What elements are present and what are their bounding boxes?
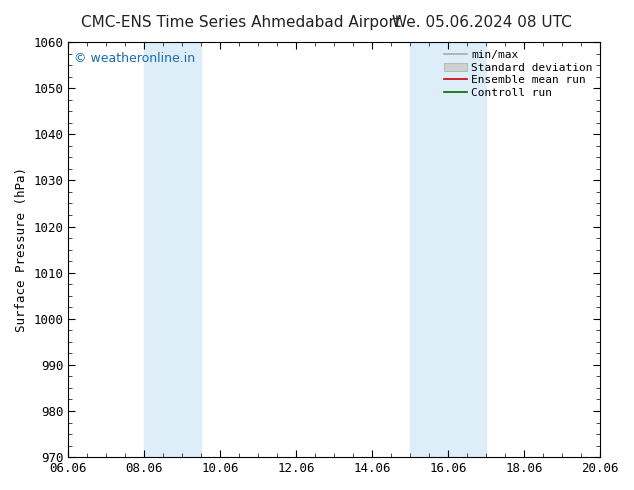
Bar xyxy=(410,42,448,457)
Text: We. 05.06.2024 08 UTC: We. 05.06.2024 08 UTC xyxy=(392,15,572,30)
Bar xyxy=(145,42,202,457)
Text: CMC-ENS Time Series Ahmedabad Airport: CMC-ENS Time Series Ahmedabad Airport xyxy=(81,15,401,30)
Legend: min/max, Standard deviation, Ensemble mean run, Controll run: min/max, Standard deviation, Ensemble me… xyxy=(442,48,595,100)
Text: © weatheronline.in: © weatheronline.in xyxy=(74,52,195,66)
Y-axis label: Surface Pressure (hPa): Surface Pressure (hPa) xyxy=(15,167,28,332)
Bar xyxy=(448,42,486,457)
